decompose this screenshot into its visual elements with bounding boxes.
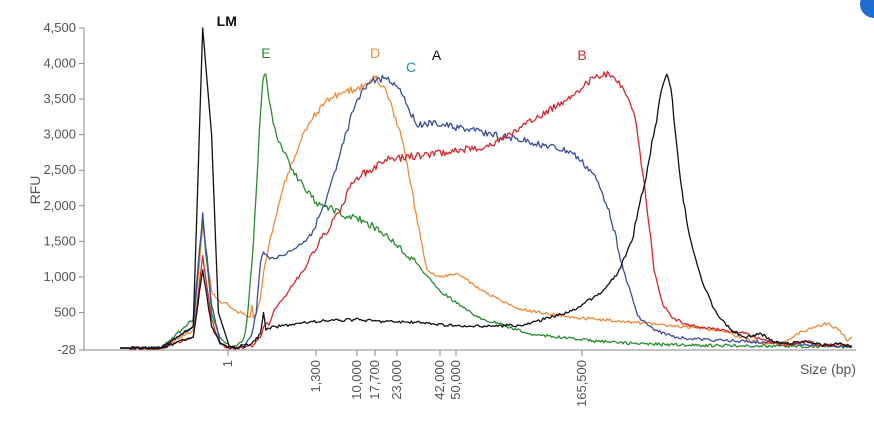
series-lines xyxy=(120,27,853,351)
series-line-d xyxy=(120,75,853,350)
series-line-a xyxy=(120,73,853,350)
y-tick-label: -28 xyxy=(57,342,76,357)
series-line-b xyxy=(120,70,853,351)
series-labels: LM A B C D E xyxy=(217,13,587,75)
x-tick-label: 165,500 xyxy=(574,360,589,407)
series-line-e xyxy=(120,73,853,351)
x-tick-label: 1 xyxy=(220,360,235,367)
series-label-a: A xyxy=(432,47,442,63)
x-tick-label: 10,000 xyxy=(349,360,364,400)
x-tick-label: 50,000 xyxy=(448,360,463,400)
y-tick-label: 4,500 xyxy=(43,20,76,35)
y-tick-label: 4,000 xyxy=(43,56,76,71)
y-tick-label: 1,500 xyxy=(43,233,76,248)
series-label-b: B xyxy=(577,47,586,63)
series-label-e: E xyxy=(261,45,270,61)
x-tick-label: 23,000 xyxy=(389,360,404,400)
series-label-c: C xyxy=(406,59,416,75)
y-tick-label: 3,500 xyxy=(43,91,76,106)
x-tick-label: 1,300 xyxy=(308,360,323,393)
y-axis-title: RFU xyxy=(27,176,43,205)
y-tick-label: 2,500 xyxy=(43,162,76,177)
x-tick-label: 42,000 xyxy=(432,360,447,400)
x-tick-label: 17,700 xyxy=(367,360,382,400)
y-axis-ticks: 4,500 4,000 3,500 3,000 2,500 2,000 1,500 1,000… xyxy=(43,20,84,357)
corner-badge xyxy=(860,0,874,18)
series-line-c xyxy=(120,74,853,350)
x-axis-title: Size (bp) xyxy=(800,361,856,377)
y-tick-label: 2,000 xyxy=(43,198,76,213)
y-tick-label: 3,000 xyxy=(43,127,76,142)
series-label-d: D xyxy=(370,45,380,61)
series-line-lm xyxy=(120,27,237,349)
chart-axes xyxy=(83,28,856,351)
series-label-lm: LM xyxy=(217,13,237,29)
x-axis-ticks: 1 1,300 10,000 17,700 23,000 42,000 50,000 165,… xyxy=(220,350,589,407)
y-tick-label: 1,000 xyxy=(43,269,76,284)
y-tick-label: 500 xyxy=(54,304,76,319)
